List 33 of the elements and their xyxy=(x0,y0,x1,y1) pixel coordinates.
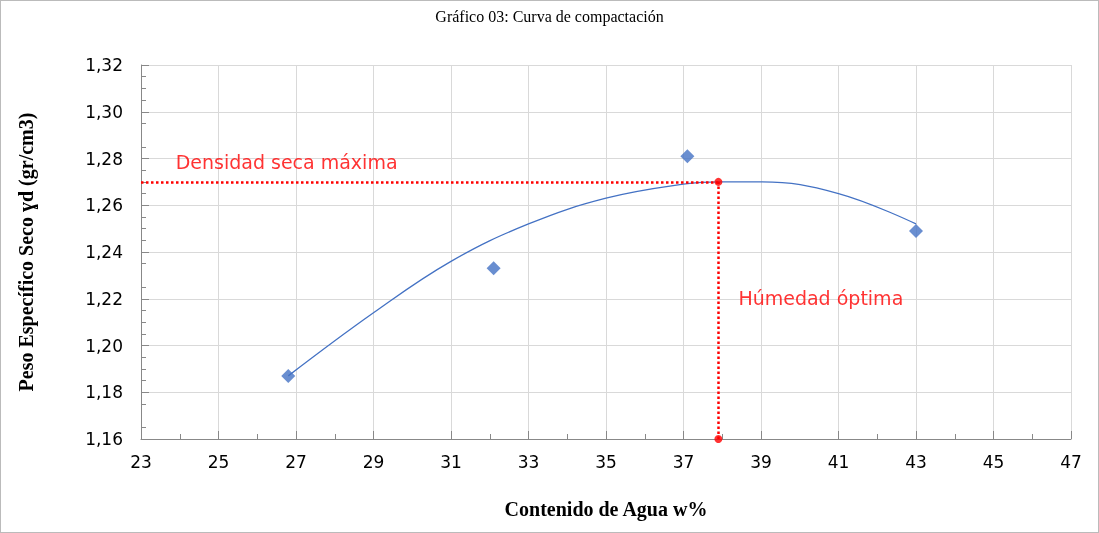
x-tick-label: 23 xyxy=(130,451,152,472)
ref-line-label: Húmedad óptima xyxy=(738,286,904,309)
x-axis-title: Contenido de Agua w% xyxy=(504,498,708,521)
x-tick-label: 33 xyxy=(517,451,540,472)
point xyxy=(909,223,923,238)
y-tick-label: 1,24 xyxy=(85,242,123,262)
point xyxy=(281,368,296,383)
ref-line-label: Densidad seca máxima xyxy=(175,151,398,174)
y-tick-label: 1,30 xyxy=(85,101,123,122)
x-tick-label: 41 xyxy=(827,451,850,472)
x-tick-label: 39 xyxy=(750,451,772,472)
y-tick-label: 1,22 xyxy=(85,288,123,309)
y-tick-label: 1,18 xyxy=(85,382,123,403)
point xyxy=(714,177,723,186)
x-tick-label: 27 xyxy=(285,451,307,472)
y-axis-title: Peso Específico Seco ɣd (gr/cm3) xyxy=(15,112,38,392)
y-tick-label: 1,28 xyxy=(85,148,123,169)
y-tick-label: 1,26 xyxy=(85,195,123,216)
y-tick-label: 1,16 xyxy=(85,429,123,449)
point xyxy=(486,261,501,276)
point xyxy=(714,435,723,443)
x-tick-label: 37 xyxy=(672,451,695,472)
x-tick-label: 43 xyxy=(905,451,927,472)
x-tick-label: 47 xyxy=(1060,451,1082,472)
chart-title: Gráfico 03: Curva de compactación xyxy=(435,7,664,26)
y-tick-label: 1,20 xyxy=(85,335,123,356)
x-tick-label: 29 xyxy=(362,451,385,472)
x-tick-label: 25 xyxy=(207,451,230,472)
y-tick-label: 1,32 xyxy=(85,55,123,75)
x-tick-label: 31 xyxy=(440,451,462,472)
point xyxy=(680,149,695,164)
x-tick-label: 35 xyxy=(595,451,617,472)
x-tick-label: 45 xyxy=(982,451,1005,472)
